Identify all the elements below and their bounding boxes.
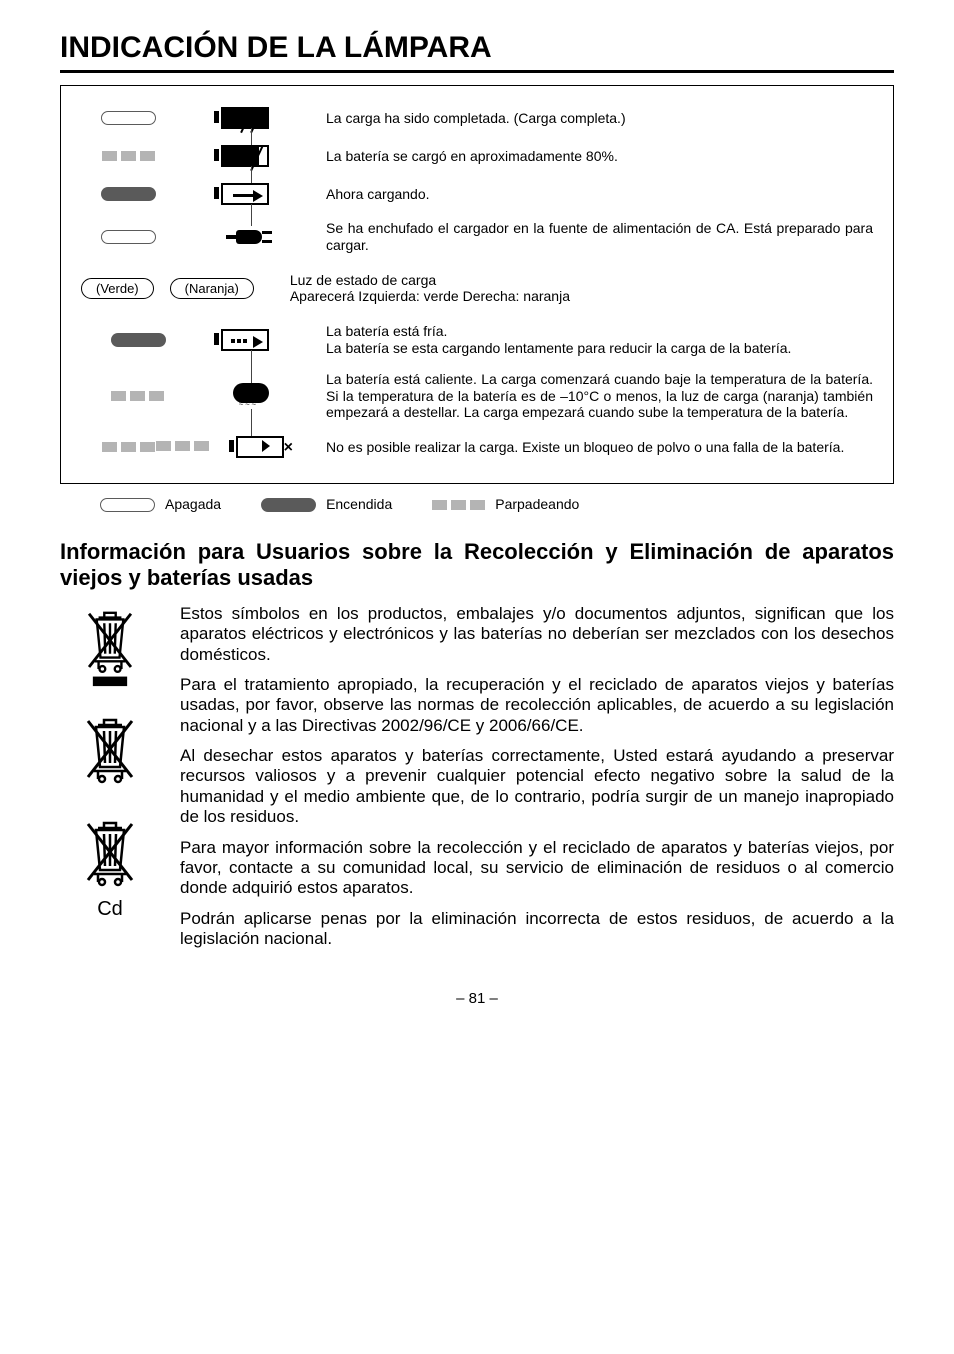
- battery-charging-icon: [221, 182, 281, 206]
- weee-bin-icon: [78, 711, 142, 796]
- battery-fault-icon: ×: [236, 435, 296, 459]
- led-off-icon: [100, 498, 155, 512]
- led-on-icon: [261, 498, 316, 512]
- led-off-icon: [101, 230, 156, 244]
- led-on-icon: [101, 187, 156, 201]
- lamp-indication-diagram: La carga ha sido completada. (Carga comp…: [60, 85, 894, 484]
- indication-row: × No es posible realizar la carga. Exist…: [81, 435, 873, 459]
- recycling-paragraph: Estos símbolos en los productos, embalaj…: [180, 604, 894, 665]
- page-number: – 81 –: [60, 990, 894, 1008]
- led-on-icon: [111, 333, 166, 347]
- indication-row: La batería se cargó en aproximadamente 8…: [81, 144, 873, 168]
- orange-label: (Naranja): [170, 278, 254, 300]
- recycling-paragraph: Podrán aplicarse penas por la eliminació…: [180, 909, 894, 950]
- green-label: (Verde): [81, 278, 154, 300]
- indication-row: Ahora cargando.: [81, 182, 873, 206]
- page-title: INDICACIÓN DE LA LÁMPARA: [60, 30, 894, 73]
- indication-text: No es posible realizar la carga. Existe …: [326, 439, 873, 456]
- indication-row: Se ha enchufado el cargador en la fuente…: [81, 220, 873, 254]
- recycling-section: Cd Estos símbolos en los productos, emba…: [60, 604, 894, 960]
- status-legend-row: (Verde) (Naranja) Luz de estado de carga…: [81, 272, 873, 306]
- indication-row: La batería está fría. La batería se esta…: [81, 323, 873, 357]
- indication-row: ≈≈≈ La batería está caliente. La carga c…: [81, 371, 873, 421]
- legend-on: Encendida: [326, 496, 392, 513]
- weee-bin-cd-icon: Cd: [78, 814, 142, 921]
- indication-row: La carga ha sido completada. (Carga comp…: [81, 106, 873, 130]
- battery-full-icon: [221, 106, 281, 130]
- battery-cold-icon: [221, 328, 281, 352]
- battery-hot-icon: ≈≈≈: [227, 383, 275, 409]
- legend-blink: Parpadeando: [495, 496, 579, 513]
- indication-text: Ahora cargando.: [326, 186, 873, 203]
- led-blink-icon: [102, 151, 155, 161]
- led-off-icon: [101, 111, 156, 125]
- plug-icon: [226, 226, 276, 248]
- legend: Apagada Encendida Parpadeando: [60, 496, 894, 513]
- status-caption: Luz de estado de carga Aparecerá Izquier…: [290, 272, 570, 306]
- recycling-paragraph: Para mayor información sobre la recolecc…: [180, 838, 894, 899]
- battery-80-icon: [221, 144, 281, 168]
- indication-text: Se ha enchufado el cargador en la fuente…: [326, 220, 873, 254]
- indication-text: La batería está fría. La batería se esta…: [326, 323, 873, 357]
- recycling-heading: Información para Usuarios sobre la Recol…: [60, 539, 894, 592]
- led-blink-icon: [111, 391, 164, 401]
- led-blink-icon: [156, 441, 209, 451]
- recycling-paragraph: Al desechar estos aparatos y baterías co…: [180, 746, 894, 828]
- indication-text: La carga ha sido completada. (Carga comp…: [326, 110, 873, 127]
- indication-text: La batería está caliente. La carga comen…: [326, 371, 873, 421]
- weee-bin-icon: [78, 608, 142, 693]
- legend-off: Apagada: [165, 496, 221, 513]
- cd-label: Cd: [78, 897, 142, 921]
- led-blink-icon: [102, 442, 155, 452]
- led-blink-icon: [432, 500, 485, 510]
- indication-text: La batería se cargó en aproximadamente 8…: [326, 148, 873, 165]
- recycling-paragraph: Para el tratamiento apropiado, la recupe…: [180, 675, 894, 736]
